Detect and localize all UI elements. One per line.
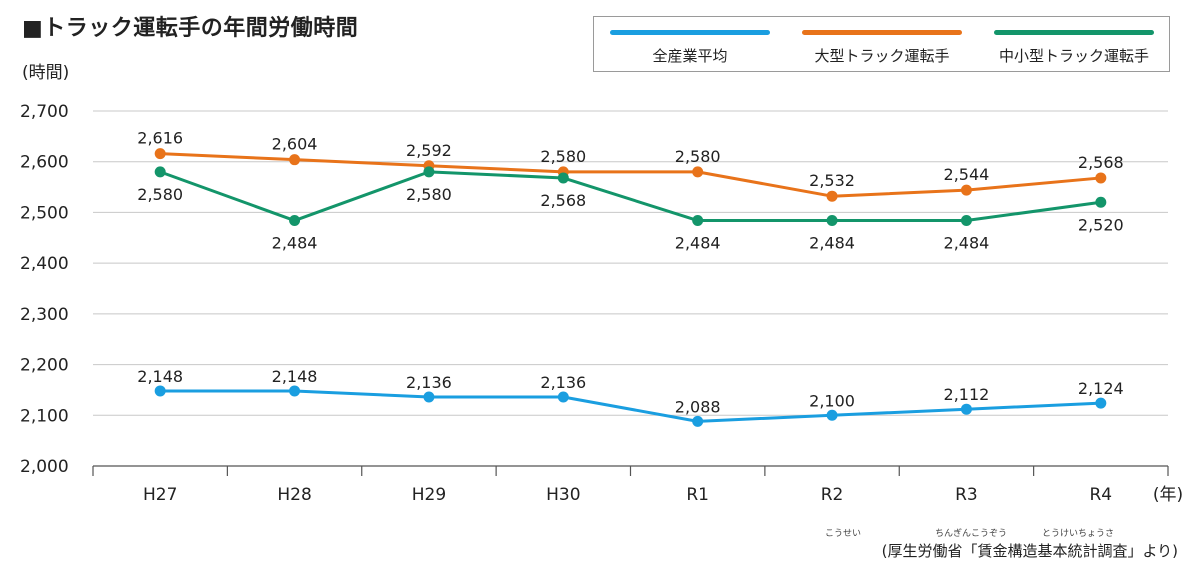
series-line-0 bbox=[160, 389, 1101, 423]
x-tick-label: H30 bbox=[546, 485, 580, 505]
data-point bbox=[960, 403, 972, 415]
x-tick-label: R4 bbox=[1089, 485, 1112, 505]
data-point bbox=[1095, 397, 1107, 409]
series-line-1 bbox=[160, 152, 1101, 198]
data-point bbox=[289, 385, 301, 397]
data-label: 2,484 bbox=[272, 234, 318, 253]
data-label: 2,112 bbox=[944, 385, 990, 404]
legend-item-large-truck: 大型トラック運転手 bbox=[786, 17, 966, 71]
data-point bbox=[423, 391, 435, 403]
y-tick-label: 2,100 bbox=[20, 406, 69, 426]
source-note: (厚生労働省「賃金構造基本統計調査」より) bbox=[881, 542, 1178, 560]
legend-label-all-industry: 全産業平均 bbox=[652, 47, 728, 65]
data-point bbox=[1095, 172, 1107, 184]
data-point bbox=[154, 148, 166, 160]
legend-label-large-truck: 大型トラック運転手 bbox=[814, 47, 950, 65]
data-point bbox=[557, 391, 569, 403]
data-label: 2,124 bbox=[1078, 379, 1124, 398]
legend-item-small-truck: 中小型トラック運転手 bbox=[978, 17, 1158, 71]
data-point bbox=[154, 385, 166, 397]
data-label: 2,604 bbox=[272, 135, 318, 154]
y-tick-label: 2,200 bbox=[20, 356, 69, 376]
legend: 全産業平均 大型トラック運転手 中小型トラック運転手 bbox=[593, 16, 1170, 72]
data-label: 2,136 bbox=[406, 373, 452, 392]
data-label: 2,484 bbox=[944, 234, 990, 253]
x-tick-label: H28 bbox=[277, 485, 311, 505]
x-tick-label: H29 bbox=[412, 485, 446, 505]
data-label: 2,532 bbox=[809, 171, 855, 190]
data-point bbox=[289, 215, 301, 227]
data-point bbox=[154, 166, 166, 178]
x-tick-label: R3 bbox=[955, 485, 978, 505]
series-line-2 bbox=[159, 170, 1102, 223]
data-label: 2,580 bbox=[675, 147, 721, 166]
data-point bbox=[692, 215, 704, 227]
data-label: 2,484 bbox=[675, 234, 721, 253]
legend-line-large-truck bbox=[802, 30, 962, 35]
data-point bbox=[289, 154, 301, 166]
data-label: 2,544 bbox=[944, 165, 990, 184]
y-tick-label: 2,300 bbox=[20, 305, 69, 325]
legend-label-small-truck: 中小型トラック運転手 bbox=[998, 47, 1149, 65]
data-label: 2,136 bbox=[540, 373, 586, 392]
y-tick-label: 2,700 bbox=[20, 102, 69, 122]
data-point bbox=[960, 215, 972, 227]
data-point bbox=[826, 190, 838, 202]
data-label: 2,148 bbox=[137, 367, 183, 386]
data-point bbox=[1095, 196, 1107, 208]
data-label: 2,484 bbox=[809, 234, 855, 253]
x-tick-label: R2 bbox=[821, 485, 844, 505]
chart-title: ■トラック運転手の年間労働時間 bbox=[22, 16, 359, 41]
data-label: 2,520 bbox=[1078, 215, 1124, 234]
data-point bbox=[423, 166, 435, 178]
y-axis-unit-label: (時間) bbox=[22, 63, 70, 83]
source-ruby-kousei: こうせい bbox=[825, 529, 862, 539]
data-label: 2,148 bbox=[272, 367, 318, 386]
data-label: 2,580 bbox=[406, 185, 452, 204]
data-point bbox=[692, 166, 704, 178]
data-label: 2,100 bbox=[809, 391, 855, 410]
source-ruby-toukeichousa: とうけいちょうさ bbox=[1042, 529, 1115, 539]
data-label: 2,088 bbox=[675, 397, 721, 416]
x-axis-unit-label: (年) bbox=[1153, 485, 1183, 505]
legend-line-small-truck bbox=[994, 30, 1154, 35]
data-label: 2,580 bbox=[540, 147, 586, 166]
legend-line-all-industry bbox=[610, 30, 770, 35]
x-tick-label: R1 bbox=[686, 485, 709, 505]
data-point bbox=[826, 409, 838, 421]
legend-item-all-industry: 全産業平均 bbox=[594, 17, 774, 71]
data-label: 2,568 bbox=[1078, 153, 1124, 172]
data-label: 2,580 bbox=[137, 185, 183, 204]
y-tick-label: 2,400 bbox=[20, 254, 69, 274]
source-ruby-chinginkouzou: ちんぎんこうぞう bbox=[935, 529, 1008, 539]
x-tick-label: H27 bbox=[143, 485, 177, 505]
y-tick-label: 2,000 bbox=[20, 457, 69, 477]
data-label: 2,616 bbox=[137, 129, 183, 148]
data-point bbox=[826, 215, 838, 227]
data-label: 2,568 bbox=[540, 191, 586, 210]
y-tick-label: 2,600 bbox=[20, 153, 69, 173]
data-point bbox=[692, 415, 704, 427]
y-tick-label: 2,500 bbox=[20, 203, 69, 223]
data-point bbox=[960, 184, 972, 196]
data-point bbox=[557, 172, 569, 184]
data-label: 2,592 bbox=[406, 141, 452, 160]
